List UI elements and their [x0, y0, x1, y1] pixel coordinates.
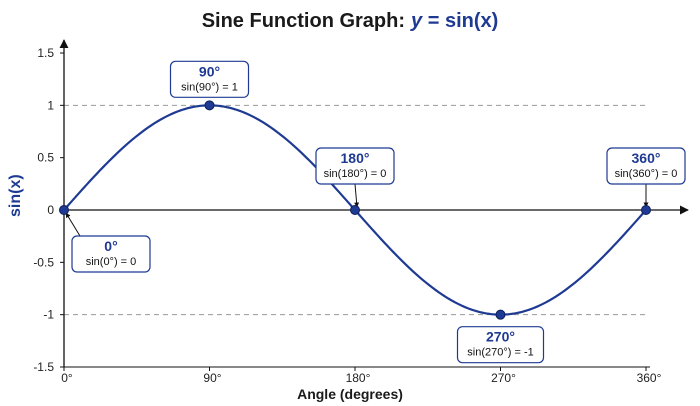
annotation-title: 0°: [104, 238, 117, 254]
y-tick-label: -1.5: [33, 360, 54, 374]
annotation-title: 90°: [199, 63, 220, 79]
annotation-value: sin(360°) = 0: [615, 168, 678, 180]
x-tick-label: 90°: [203, 371, 221, 385]
data-point: [641, 205, 651, 215]
y-tick-label: -0.5: [33, 255, 54, 269]
title-equation-variable: y: [411, 10, 423, 32]
annotation-box: [315, 147, 395, 185]
data-point: [495, 309, 506, 320]
annotation-title: 180°: [341, 150, 370, 166]
annotation-box: [456, 326, 545, 364]
annotation-title: 270°: [486, 329, 515, 345]
x-tick-label: 360°: [637, 371, 662, 385]
annotation-arrow: [65, 212, 81, 237]
annotation-title: 360°: [632, 150, 661, 166]
x-tick-label: 270°: [491, 371, 516, 385]
annotation-arrow: [354, 183, 360, 208]
data-point: [204, 100, 215, 111]
title-equation-rest: = sin(x): [422, 10, 499, 32]
chart-title-text: Sine Function Graph:: [201, 10, 406, 32]
y-tick-label: 1.5: [37, 46, 54, 60]
annotation-value: sin(270°) = -1: [467, 347, 533, 359]
annotation-box: [71, 235, 151, 273]
annotation-box: [606, 147, 686, 185]
annotation-value: sin(0°) = 0: [86, 256, 137, 268]
y-tick-label: 0.5: [37, 151, 54, 165]
x-tick-label: 0°: [61, 371, 73, 385]
annotation-value: sin(90°) = 1: [181, 81, 238, 93]
chart-title: Sine Function Graph: y = sin(x): [0, 10, 700, 33]
data-point: [350, 205, 360, 215]
x-axis-label: Angle (degrees): [297, 386, 403, 402]
annotation-value: sin(180°) = 0: [324, 168, 387, 180]
y-tick-label: 0: [47, 203, 54, 217]
y-tick-label: 1: [47, 98, 54, 112]
annotation-box: [169, 60, 250, 98]
chart-title-equation: y = sin(x): [411, 10, 498, 32]
data-point: [59, 205, 69, 215]
y-tick-label: -1: [43, 308, 54, 322]
x-tick-label: 180°: [346, 371, 371, 385]
